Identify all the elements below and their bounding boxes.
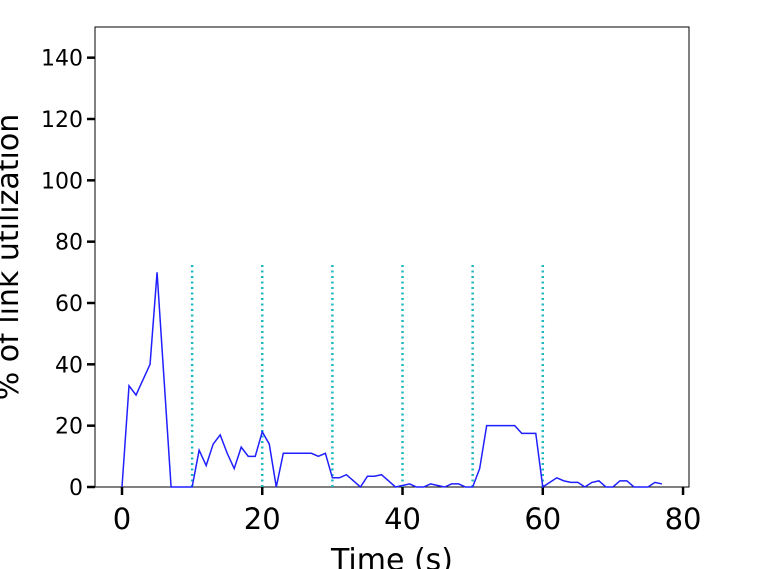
plot-frame <box>94 26 690 488</box>
y-tick-label: 120 <box>41 108 83 133</box>
y-tick-label: 80 <box>55 231 83 256</box>
y-tick-label: 60 <box>55 292 83 317</box>
x-tick-label: 40 <box>384 502 421 536</box>
y-axis-label: % of link utilization <box>0 114 26 400</box>
y-tick-label: 100 <box>41 169 83 194</box>
y-tick-label: 40 <box>55 353 83 378</box>
x-tick-label: 20 <box>244 502 281 536</box>
data-line <box>121 272 663 489</box>
x-axis-label: Time (s) <box>330 543 453 569</box>
x-tick-label: 60 <box>524 502 561 536</box>
x-tick-label: 80 <box>665 502 702 536</box>
y-tick-label: 20 <box>55 415 83 440</box>
y-tick-label: 0 <box>69 476 83 501</box>
y-tick-label: 140 <box>41 47 83 72</box>
x-tick-label: 0 <box>113 502 131 536</box>
